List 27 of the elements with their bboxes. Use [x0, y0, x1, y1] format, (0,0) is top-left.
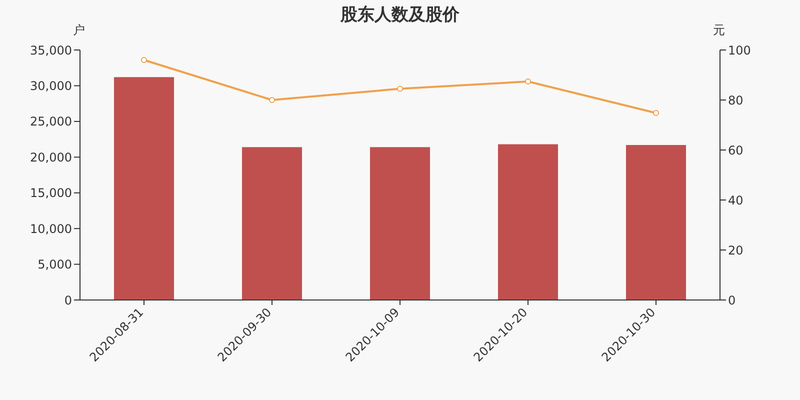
y2-tick-label: 0: [728, 293, 736, 308]
bar: [242, 147, 302, 300]
bar: [370, 147, 430, 300]
y2-axis-title: 元: [713, 22, 725, 39]
bar: [114, 77, 174, 300]
chart-title: 股东人数及股价: [340, 5, 460, 25]
point: [653, 110, 659, 116]
point: [397, 86, 403, 92]
y2-tick-label: 60: [728, 143, 744, 158]
y-tick-label: 10,000: [30, 222, 72, 236]
bar: [498, 144, 558, 300]
y-tick-label: 35,000: [30, 43, 72, 58]
point: [525, 78, 531, 84]
y-tick-label: 30,000: [30, 78, 72, 93]
y-tick-label: 0: [64, 293, 72, 308]
y-tick-label: 20,000: [30, 150, 72, 164]
y2-tick-label: 20: [728, 243, 744, 258]
y2-tick-label: 80: [728, 93, 744, 108]
y-tick-label: 5,000: [38, 258, 72, 272]
point: [141, 57, 147, 63]
y-axis-title: 户: [73, 22, 85, 39]
bar: [626, 145, 686, 300]
y-tick-label: 15,000: [30, 186, 72, 200]
y2-tick-label: 40: [728, 193, 744, 208]
y2-tick-label: 100: [728, 43, 751, 58]
point: [269, 97, 275, 103]
y-tick-label: 25,000: [30, 114, 72, 129]
